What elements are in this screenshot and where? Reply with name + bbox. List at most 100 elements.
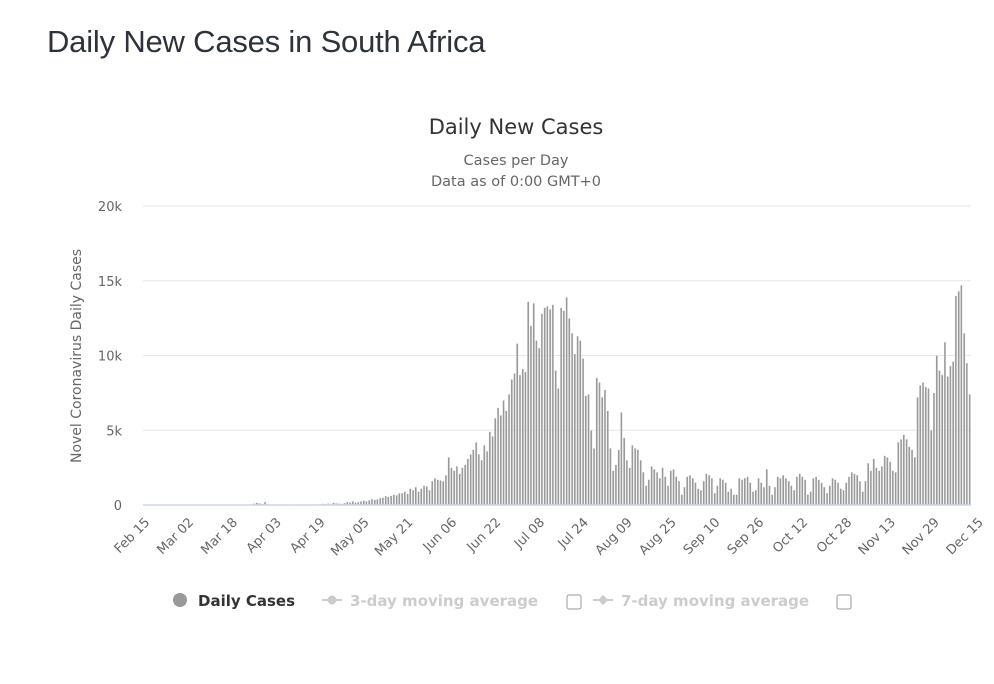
bar[interactable] <box>713 492 716 506</box>
bar[interactable] <box>812 477 815 506</box>
bar[interactable] <box>658 477 661 506</box>
bar[interactable] <box>729 488 733 506</box>
bar[interactable] <box>409 488 412 506</box>
bar[interactable] <box>625 459 629 506</box>
bar[interactable] <box>472 449 475 506</box>
bar[interactable] <box>773 486 777 506</box>
bar[interactable] <box>790 485 793 506</box>
bar[interactable] <box>645 485 648 506</box>
bar[interactable] <box>765 468 768 506</box>
bar[interactable] <box>579 340 582 506</box>
bar[interactable] <box>949 365 952 506</box>
bar[interactable] <box>436 479 439 506</box>
bar[interactable] <box>864 480 867 506</box>
bar[interactable] <box>543 307 546 506</box>
bar[interactable] <box>395 495 398 506</box>
bar[interactable] <box>795 476 799 506</box>
bar[interactable] <box>488 431 491 506</box>
bar[interactable] <box>872 458 875 506</box>
bar[interactable] <box>655 471 659 506</box>
bar[interactable] <box>672 468 675 506</box>
bar[interactable] <box>516 343 519 506</box>
bar[interactable] <box>941 374 944 506</box>
bar[interactable] <box>603 389 607 506</box>
bar[interactable] <box>425 486 428 506</box>
bar[interactable] <box>590 430 593 506</box>
bar[interactable] <box>724 482 727 506</box>
bar[interactable] <box>968 394 971 506</box>
bar[interactable] <box>455 465 459 506</box>
bar[interactable] <box>450 467 453 506</box>
bar[interactable] <box>905 439 908 506</box>
bar[interactable] <box>804 479 807 506</box>
bar[interactable] <box>908 446 911 506</box>
bar[interactable] <box>576 335 579 506</box>
bar[interactable] <box>411 489 415 506</box>
bar[interactable] <box>540 313 544 506</box>
bar[interactable] <box>913 457 916 506</box>
bar[interactable] <box>661 467 664 506</box>
bar[interactable] <box>801 476 804 506</box>
bar[interactable] <box>554 370 557 506</box>
bar[interactable] <box>464 464 467 506</box>
bar[interactable] <box>738 477 741 506</box>
bar[interactable] <box>609 448 612 506</box>
bar[interactable] <box>370 498 374 506</box>
bar[interactable] <box>549 308 552 506</box>
bar[interactable] <box>480 459 483 506</box>
bar[interactable] <box>502 400 505 506</box>
bar[interactable] <box>400 492 404 506</box>
bar[interactable] <box>592 448 596 506</box>
bar[interactable] <box>825 492 829 506</box>
bar[interactable] <box>776 476 779 506</box>
bar[interactable] <box>614 464 618 506</box>
bar[interactable] <box>751 491 755 506</box>
bar[interactable] <box>927 388 930 506</box>
bar[interactable] <box>373 499 376 506</box>
bar[interactable] <box>760 482 763 506</box>
bar[interactable] <box>697 488 700 506</box>
bar[interactable] <box>963 332 966 506</box>
bar[interactable] <box>768 485 771 506</box>
bar[interactable] <box>919 385 922 506</box>
bar[interactable] <box>727 491 730 506</box>
bar[interactable] <box>834 479 837 506</box>
bar[interactable] <box>595 377 598 506</box>
bar[interactable] <box>496 407 500 506</box>
bar[interactable] <box>847 476 851 506</box>
bar[interactable] <box>535 340 538 506</box>
bar[interactable] <box>664 476 667 506</box>
bar[interactable] <box>653 468 656 506</box>
bar[interactable] <box>762 486 766 506</box>
bar[interactable] <box>546 306 549 506</box>
legend-item-3-day-moving-average[interactable]: 3-day moving average <box>322 592 538 610</box>
bar[interactable] <box>710 477 714 506</box>
bar[interactable] <box>447 457 450 506</box>
bar[interactable] <box>850 471 853 506</box>
bar[interactable] <box>381 497 385 506</box>
bar[interactable] <box>538 347 541 506</box>
bar[interactable] <box>505 410 508 506</box>
bar[interactable] <box>954 295 958 506</box>
bar[interactable] <box>442 480 445 506</box>
bar[interactable] <box>634 448 637 506</box>
bar[interactable] <box>891 470 894 506</box>
bar[interactable] <box>889 461 892 506</box>
bar[interactable] <box>853 473 856 506</box>
bar[interactable] <box>820 482 823 506</box>
bar[interactable] <box>749 482 752 506</box>
bar[interactable] <box>428 489 431 506</box>
bar[interactable] <box>406 493 409 506</box>
bar[interactable] <box>683 486 686 506</box>
bar[interactable] <box>669 470 672 506</box>
bar[interactable] <box>858 480 862 506</box>
bar[interactable] <box>612 470 615 506</box>
legend-item-daily-cases[interactable]: Daily Cases <box>173 592 295 610</box>
bar[interactable] <box>902 434 905 506</box>
bar[interactable] <box>398 493 401 506</box>
bar[interactable] <box>779 477 782 506</box>
bar[interactable] <box>878 470 881 506</box>
bar[interactable] <box>392 494 395 506</box>
bar[interactable] <box>771 494 774 506</box>
bar[interactable] <box>757 477 760 506</box>
